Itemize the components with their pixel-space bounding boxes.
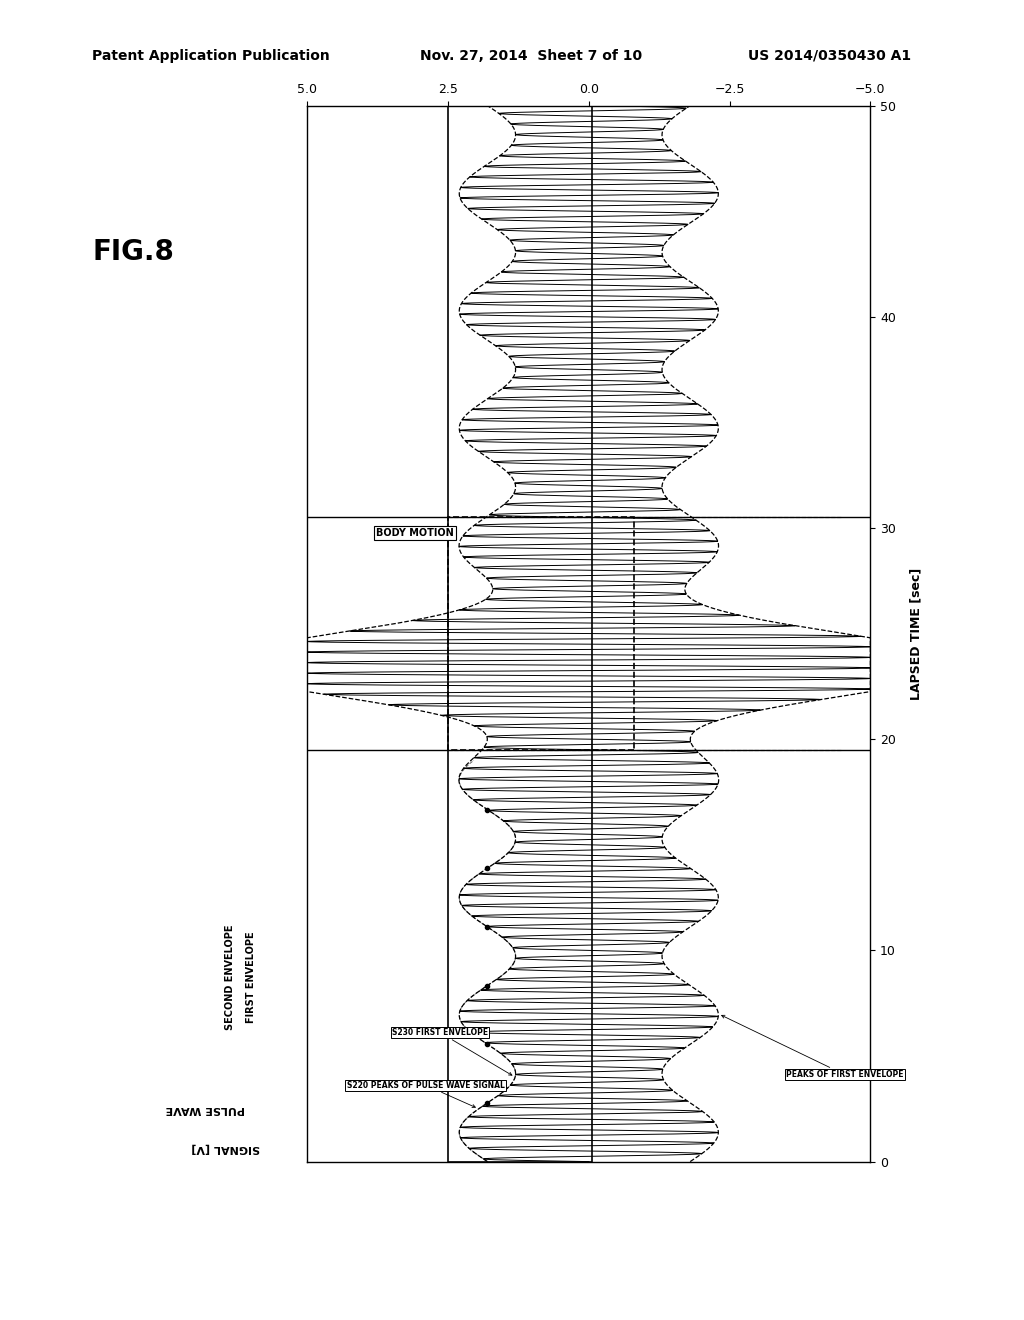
Text: PEAKS OF FIRST ENVELOPE: PEAKS OF FIRST ENVELOPE — [722, 1015, 903, 1080]
Text: LAPSED TIME [sec]: LAPSED TIME [sec] — [909, 568, 922, 700]
Text: SIGNAL [V]: SIGNAL [V] — [190, 1143, 260, 1154]
Text: US 2014/0350430 A1: US 2014/0350430 A1 — [748, 49, 910, 63]
Text: S220 PEAKS OF PULSE WAVE SIGNAL: S220 PEAKS OF PULSE WAVE SIGNAL — [346, 1081, 505, 1107]
Text: S230 FIRST ENVELOPE: S230 FIRST ENVELOPE — [391, 1028, 512, 1076]
Text: SECOND ENVELOPE: SECOND ENVELOPE — [225, 924, 236, 1030]
Text: FIRST ENVELOPE: FIRST ENVELOPE — [246, 931, 256, 1023]
Text: FIG.8: FIG.8 — [92, 238, 174, 265]
Text: PULSE WAVE: PULSE WAVE — [165, 1104, 245, 1114]
Bar — [449, 517, 634, 750]
Text: BODY MOTION: BODY MOTION — [376, 528, 454, 539]
Text: Nov. 27, 2014  Sheet 7 of 10: Nov. 27, 2014 Sheet 7 of 10 — [420, 49, 642, 63]
Text: Patent Application Publication: Patent Application Publication — [92, 49, 330, 63]
Bar — [449, 106, 592, 1162]
